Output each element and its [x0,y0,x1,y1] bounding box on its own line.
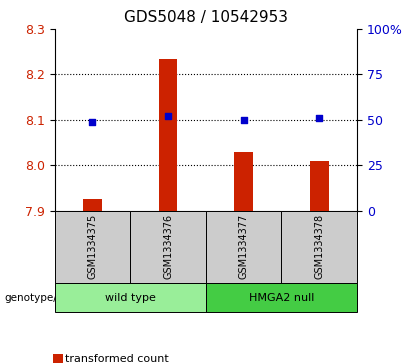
Bar [83,199,102,211]
Text: transformed count: transformed count [65,354,169,363]
Text: GSM1334377: GSM1334377 [239,214,249,280]
Text: genotype/variation: genotype/variation [4,293,103,303]
Text: GSM1334375: GSM1334375 [87,214,97,280]
Text: GSM1334378: GSM1334378 [314,214,324,280]
Title: GDS5048 / 10542953: GDS5048 / 10542953 [124,10,288,25]
Point [165,113,171,119]
Point [89,119,96,125]
Bar [159,58,178,211]
Text: HMGA2 null: HMGA2 null [249,293,314,303]
Text: wild type: wild type [105,293,156,303]
Point [316,115,323,121]
Bar [310,161,328,211]
Bar [234,152,253,211]
Text: GSM1334376: GSM1334376 [163,214,173,280]
Point [240,117,247,123]
